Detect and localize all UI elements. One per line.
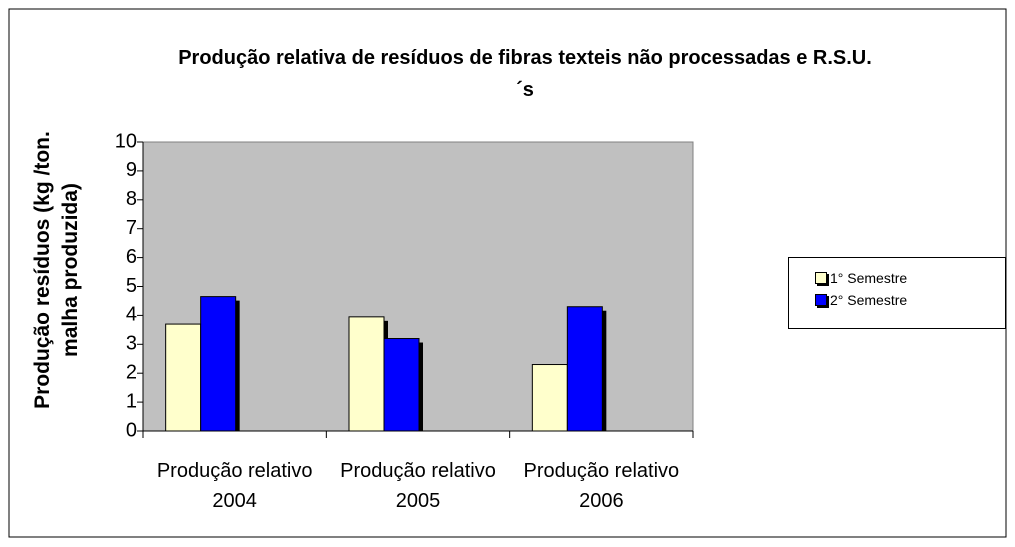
legend-label: 2° Semestre bbox=[830, 292, 908, 308]
legend-label: 1° Semestre bbox=[830, 270, 908, 286]
y-axis-title: Produção resíduos (kg /ton. malha produz… bbox=[31, 131, 82, 409]
chart-title: Produção relativa de resíduos de fibras … bbox=[178, 47, 872, 101]
y-tick-label: 4 bbox=[126, 304, 137, 326]
bar bbox=[200, 296, 237, 432]
x-tick-label: Produção relativo 2004 bbox=[156, 460, 313, 512]
y-tick-label: 0 bbox=[126, 419, 137, 441]
legend-item: 1° Semestre bbox=[815, 270, 907, 286]
y-tick-label: 2 bbox=[126, 361, 137, 383]
legend-swatch bbox=[815, 294, 827, 306]
y-tick-label: 7 bbox=[126, 217, 137, 239]
legend: 1° Semestre 2° Semestre bbox=[788, 257, 1006, 329]
bar bbox=[566, 306, 603, 432]
legend-swatch bbox=[815, 272, 827, 284]
bar bbox=[383, 338, 420, 432]
y-tick-label: 3 bbox=[126, 333, 137, 355]
x-tick-label: Produção relativo 2005 bbox=[340, 460, 496, 512]
chart-frame bbox=[8, 8, 1007, 538]
bar bbox=[348, 316, 385, 432]
y-tick-label: 8 bbox=[126, 188, 137, 210]
bar bbox=[531, 364, 568, 432]
y-tick-label: 1 bbox=[126, 390, 137, 412]
legend-item: 2° Semestre bbox=[815, 292, 907, 308]
bar bbox=[165, 323, 202, 432]
plot-area: 0 1 2 3 4 5 6 7 8 9 10 bbox=[115, 130, 694, 441]
y-tick-label: 5 bbox=[126, 275, 137, 297]
y-tick-label: 10 bbox=[115, 130, 137, 152]
y-tick-label: 9 bbox=[126, 159, 137, 181]
y-tick-label: 6 bbox=[126, 246, 137, 268]
x-tick-label: Produção relativo 2006 bbox=[523, 460, 680, 512]
